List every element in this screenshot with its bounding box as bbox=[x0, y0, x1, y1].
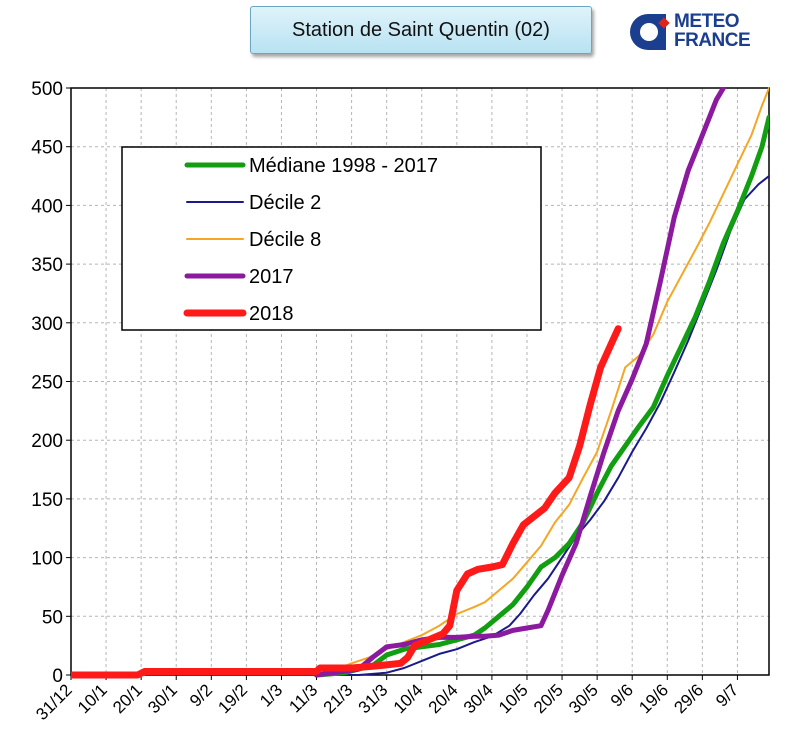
x-tick-label: 19/6 bbox=[635, 680, 672, 717]
y-tick-label: 50 bbox=[42, 607, 63, 628]
y-tick-label: 400 bbox=[31, 196, 63, 217]
x-tick-label: 20/1 bbox=[109, 680, 146, 717]
x-tick-label: 29/6 bbox=[670, 680, 707, 717]
y-tick-label: 300 bbox=[31, 314, 63, 335]
x-tick-label: 30/1 bbox=[144, 680, 181, 717]
y-tick-label: 100 bbox=[31, 549, 63, 570]
series-line-2017 bbox=[314, 87, 726, 678]
x-tick-label: 21/3 bbox=[320, 680, 357, 717]
logo-line-2: FRANCE bbox=[674, 30, 751, 51]
legend-box bbox=[121, 146, 542, 331]
legend-label: Décile 8 bbox=[249, 229, 321, 251]
x-tick-label: 31/3 bbox=[355, 680, 392, 717]
y-tick-label: 0 bbox=[52, 666, 63, 687]
x-tick-label: 20/4 bbox=[425, 680, 462, 717]
x-tick-label: 10/1 bbox=[74, 680, 111, 717]
y-axis-labels: 0 50 100 150 200 250 300 350 400 450 500 bbox=[31, 79, 71, 687]
series-lines bbox=[71, 87, 769, 679]
x-tick-label: 1/3 bbox=[256, 680, 286, 710]
y-tick-label: 500 bbox=[31, 79, 63, 100]
x-tick-label: 9/7 bbox=[712, 680, 742, 710]
series-line-d-cile-8 bbox=[315, 87, 769, 676]
y-tick-label: 250 bbox=[31, 373, 63, 394]
x-tick-label: 9/2 bbox=[186, 680, 216, 710]
series-line-2018 bbox=[71, 325, 622, 679]
x-tick-label: 19/2 bbox=[214, 680, 251, 717]
legend: Médiane 1998 - 2017 Décile 2 Décile 8 2017 2… bbox=[121, 146, 542, 331]
meteo-france-logo: METEO FRANCE bbox=[630, 12, 770, 54]
x-tick-label: 30/5 bbox=[565, 680, 602, 717]
y-tick-label: 350 bbox=[31, 255, 63, 276]
x-tick-label: 20/5 bbox=[530, 680, 567, 717]
legend-label: 2017 bbox=[249, 266, 294, 288]
y-tick-label: 150 bbox=[31, 490, 63, 511]
x-tick-label: 9/6 bbox=[607, 680, 637, 710]
chart-title: Station de Saint Quentin (02) bbox=[250, 6, 592, 54]
legend-label: Décile 2 bbox=[249, 192, 321, 214]
x-tick-label: 10/4 bbox=[390, 680, 427, 717]
x-tick-label: 11/3 bbox=[285, 680, 321, 716]
series-line-m-diane-1998-2017 bbox=[314, 114, 769, 678]
logo-line-1: METEO bbox=[674, 11, 740, 32]
legend-label: Médiane 1998 - 2017 bbox=[249, 155, 438, 177]
y-tick-label: 200 bbox=[31, 431, 63, 452]
x-tick-label: 10/5 bbox=[495, 680, 532, 717]
logo-wordmark: METEO FRANCE bbox=[674, 11, 751, 51]
y-tick-label: 450 bbox=[31, 138, 63, 159]
x-tick-label: 30/4 bbox=[460, 680, 497, 717]
legend-label: 2018 bbox=[249, 303, 294, 325]
